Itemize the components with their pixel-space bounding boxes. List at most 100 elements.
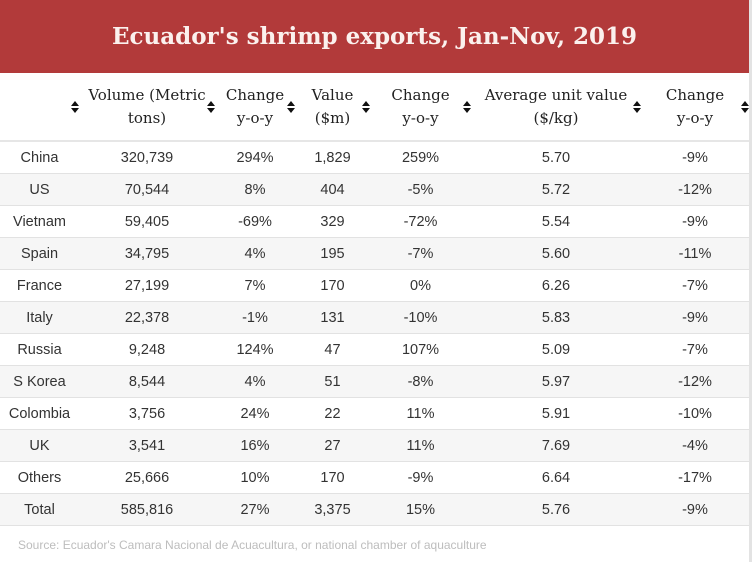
- cell-volume-change: 7%: [215, 269, 295, 302]
- cell-unit-value: 5.76: [471, 493, 641, 526]
- cell-volume-change: 4%: [215, 237, 295, 270]
- header-line: Volume (Metric: [88, 85, 206, 104]
- cell-country: China: [0, 141, 79, 174]
- table-row: Others 25,666 10% 170 -9% 6.64 -17%: [0, 461, 749, 494]
- cell-country: Others: [0, 461, 79, 494]
- column-header-label: Value ($m): [312, 84, 354, 130]
- cell-volume-change: -1%: [215, 301, 295, 334]
- cell-value: 170: [295, 461, 370, 494]
- table-row: Spain 34,795 4% 195 -7% 5.60 -11%: [0, 237, 749, 270]
- column-header-country[interactable]: [0, 73, 79, 142]
- cell-value: 1,829: [295, 141, 370, 174]
- column-header-unit-value-change[interactable]: Change y-o-y: [641, 73, 749, 142]
- cell-value: 51: [295, 365, 370, 398]
- sort-up-down-icon[interactable]: [741, 100, 749, 113]
- cell-unit-value-change: -12%: [641, 365, 749, 398]
- column-header-label: Volume (Metric tons): [88, 84, 205, 130]
- cell-country: Italy: [0, 301, 79, 334]
- cell-value-change: 11%: [370, 397, 471, 430]
- cell-unit-value: 5.70: [471, 141, 641, 174]
- cell-unit-value-change: -9%: [641, 205, 749, 238]
- column-header-label: Average unit value ($/kg): [485, 84, 628, 130]
- cell-volume: 585,816: [79, 493, 215, 526]
- cell-country: Vietnam: [0, 205, 79, 238]
- sort-up-down-icon[interactable]: [633, 100, 641, 113]
- cell-country: Russia: [0, 333, 79, 366]
- cell-volume: 22,378: [79, 301, 215, 334]
- cell-volume-change: 16%: [215, 429, 295, 462]
- table-title: Ecuador's shrimp exports, Jan-Nov, 2019: [0, 0, 749, 73]
- cell-country: France: [0, 269, 79, 302]
- cell-unit-value-change: -7%: [641, 333, 749, 366]
- header-line: y-o-y: [402, 108, 439, 127]
- column-header-value-change[interactable]: Change y-o-y: [370, 73, 471, 142]
- column-header-unit-value[interactable]: Average unit value ($/kg): [471, 73, 641, 142]
- cell-unit-value: 6.26: [471, 269, 641, 302]
- cell-unit-value-change: -11%: [641, 237, 749, 270]
- header-line: ($/kg): [533, 108, 579, 127]
- cell-value: 3,375: [295, 493, 370, 526]
- cell-value-change: 259%: [370, 141, 471, 174]
- cell-value: 195: [295, 237, 370, 270]
- exports-table: Volume (Metric tons) Change y-o-y Value ($m) C…: [0, 73, 749, 526]
- column-header-label: Change y-o-y: [666, 84, 724, 130]
- column-header-value[interactable]: Value ($m): [295, 73, 370, 142]
- cell-volume-change: -69%: [215, 205, 295, 238]
- cell-volume: 27,199: [79, 269, 215, 302]
- cell-volume-change: 24%: [215, 397, 295, 430]
- table-row: S Korea 8,544 4% 51 -8% 5.97 -12%: [0, 365, 749, 398]
- source-note: Source: Ecuador's Camara Nacional de Acu…: [18, 538, 487, 552]
- cell-value: 47: [295, 333, 370, 366]
- cell-value: 170: [295, 269, 370, 302]
- cell-volume-change: 8%: [215, 173, 295, 206]
- table-row: Colombia 3,756 24% 22 11% 5.91 -10%: [0, 397, 749, 430]
- sort-up-down-icon[interactable]: [207, 100, 215, 113]
- column-header-volume[interactable]: Volume (Metric tons): [79, 73, 215, 142]
- sort-up-down-icon[interactable]: [463, 100, 471, 113]
- cell-value-change: 11%: [370, 429, 471, 462]
- cell-unit-value: 5.97: [471, 365, 641, 398]
- table-row: France 27,199 7% 170 0% 6.26 -7%: [0, 269, 749, 302]
- cell-volume-change: 124%: [215, 333, 295, 366]
- cell-unit-value: 5.91: [471, 397, 641, 430]
- header-line: Change: [391, 85, 450, 104]
- sort-up-down-icon[interactable]: [362, 100, 370, 113]
- cell-unit-value-change: -12%: [641, 173, 749, 206]
- table-row: China 320,739 294% 1,829 259% 5.70 -9%: [0, 141, 749, 174]
- cell-value-change: -5%: [370, 173, 471, 206]
- sort-up-down-icon[interactable]: [287, 100, 295, 113]
- cell-value: 27: [295, 429, 370, 462]
- cell-unit-value: 6.64: [471, 461, 641, 494]
- cell-unit-value-change: -4%: [641, 429, 749, 462]
- cell-value-change: -8%: [370, 365, 471, 398]
- header-line: Change: [665, 85, 725, 104]
- sort-up-down-icon[interactable]: [71, 100, 79, 113]
- cell-unit-value: 5.54: [471, 205, 641, 238]
- header-line: y-o-y: [676, 108, 714, 127]
- cell-value-change: 107%: [370, 333, 471, 366]
- table-row: Total 585,816 27% 3,375 15% 5.76 -9%: [0, 493, 749, 526]
- cell-value: 131: [295, 301, 370, 334]
- cell-value: 404: [295, 173, 370, 206]
- cell-unit-value-change: -10%: [641, 397, 749, 430]
- cell-country: US: [0, 173, 79, 206]
- header-line: Average unit value: [484, 85, 628, 104]
- cell-country: Total: [0, 493, 79, 526]
- cell-volume: 8,544: [79, 365, 215, 398]
- column-header-volume-change[interactable]: Change y-o-y: [215, 73, 295, 142]
- cell-value-change: -10%: [370, 301, 471, 334]
- cell-unit-value-change: -17%: [641, 461, 749, 494]
- header-line: Value: [311, 85, 354, 104]
- table-row: Vietnam 59,405 -69% 329 -72% 5.54 -9%: [0, 205, 749, 238]
- cell-unit-value-change: -9%: [641, 141, 749, 174]
- cell-value: 329: [295, 205, 370, 238]
- cell-value-change: 15%: [370, 493, 471, 526]
- cell-value-change: -9%: [370, 461, 471, 494]
- table-row: UK 3,541 16% 27 11% 7.69 -4%: [0, 429, 749, 462]
- header-line: ($m): [314, 108, 351, 127]
- cell-value-change: -72%: [370, 205, 471, 238]
- cell-volume-change: 4%: [215, 365, 295, 398]
- header-line: y-o-y: [236, 108, 274, 127]
- cell-volume: 9,248: [79, 333, 215, 366]
